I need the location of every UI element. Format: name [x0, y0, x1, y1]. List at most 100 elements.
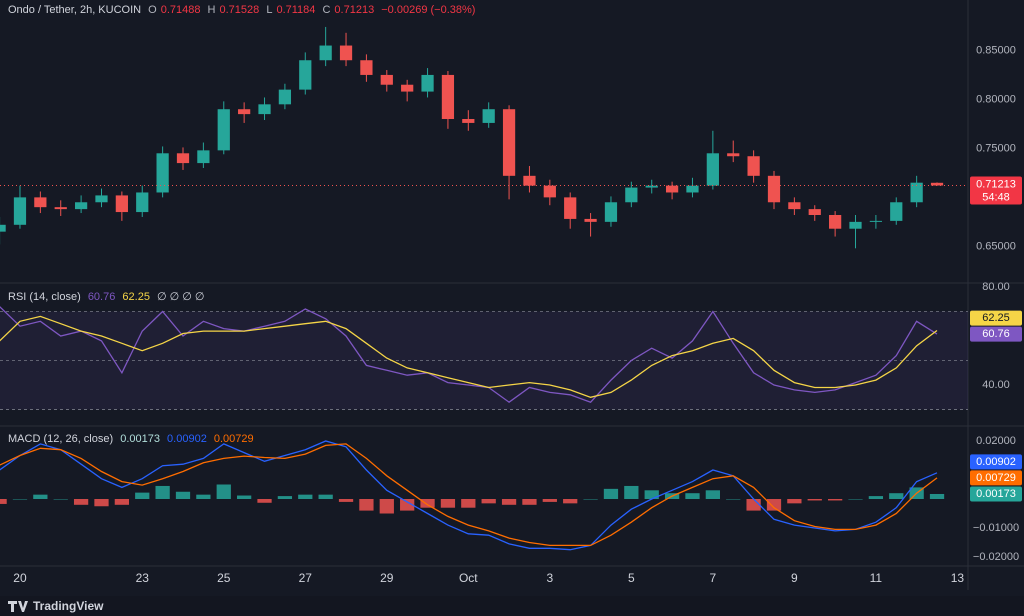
candle-body [115, 195, 128, 213]
histogram-bar [868, 496, 884, 500]
ohlc-label: L [266, 4, 273, 16]
histogram-bar [644, 490, 659, 500]
macd-title: MACD (12, 26, close) [8, 433, 114, 445]
histogram-bar [848, 499, 863, 500]
candle-body [523, 175, 536, 186]
x-tick-label: 7 [710, 571, 717, 585]
y-tick-label: 80.00 [982, 281, 1010, 293]
candle-body [319, 45, 332, 61]
y-tick-label: −0.01000 [973, 522, 1019, 534]
x-tick-label: 20 [13, 571, 27, 585]
candle-body [706, 153, 719, 186]
candle-body [136, 192, 149, 213]
histogram-bar [359, 499, 374, 511]
y-tick-label: −0.02000 [973, 551, 1019, 563]
candle-body [74, 202, 88, 210]
candle-body [930, 182, 944, 186]
histogram-bar [196, 494, 211, 500]
change: −0.00269 (−0.38%) [381, 4, 476, 16]
histogram-bar [33, 494, 48, 500]
branding: TradingView [33, 599, 104, 613]
value-box [970, 326, 1022, 342]
rsi-title: RSI (14, close) [8, 291, 81, 303]
countdown: 54:48 [982, 191, 1010, 203]
histogram-bar [257, 499, 272, 503]
x-tick-label: 13 [951, 571, 965, 585]
histogram-bar [461, 499, 476, 508]
candle-body [829, 215, 842, 229]
candle-body [869, 220, 883, 222]
histogram-bar [624, 485, 639, 500]
rsi-legend: RSI (14, close) 60.76 62.25 ∅ ∅ ∅ ∅ [8, 290, 209, 303]
histogram-bar [379, 499, 394, 514]
candle-body [788, 202, 801, 210]
low-value: 0.71184 [276, 4, 316, 16]
y-tick-label: 0.80000 [976, 93, 1016, 105]
histogram-bar [298, 494, 313, 500]
histogram-bar [481, 499, 496, 504]
histogram-bar [827, 499, 843, 501]
x-tick-label: 5 [628, 571, 635, 585]
x-tick-label: Oct [459, 571, 478, 585]
candle-body [13, 197, 27, 225]
histogram-bar [12, 499, 28, 500]
histogram-bar [155, 485, 170, 500]
histogram-bar [237, 495, 252, 500]
rsi-value: 60.76 [87, 291, 116, 303]
histogram-bar [787, 499, 802, 504]
histogram-bar [216, 484, 231, 500]
rsi-ma-value: 62.25 [122, 291, 150, 303]
histogram-bar [603, 488, 619, 500]
histogram-bar [563, 499, 578, 504]
y-tick-label: 0.02000 [976, 435, 1016, 447]
signal-value: 0.00729 [213, 433, 254, 445]
candle-body [401, 84, 414, 92]
candle-body [278, 89, 292, 105]
candle-body [727, 153, 740, 157]
price-label: 0.71213 [976, 178, 1016, 190]
open-value: 0.71488 [160, 4, 201, 16]
candle-body [95, 195, 108, 203]
candle-body [890, 202, 903, 221]
candle-body [34, 197, 47, 208]
value-box-label: 0.00173 [976, 488, 1016, 500]
candle-body [767, 175, 781, 203]
candle-body [238, 109, 251, 115]
histogram-bar [73, 499, 89, 505]
histogram-bar [0, 499, 7, 504]
x-tick-label: 23 [136, 571, 150, 585]
histogram-bar [685, 493, 700, 500]
value-box [970, 310, 1022, 326]
candle-body [299, 60, 312, 90]
macd-value: 0.00902 [167, 433, 207, 445]
x-tick-label: 25 [217, 571, 231, 585]
y-tick-label: 0.85000 [976, 44, 1016, 56]
series-line [0, 315, 938, 398]
hidden-values: ∅ ∅ ∅ ∅ [157, 291, 205, 303]
candle-body [849, 221, 862, 229]
macd-legend: MACD (12, 26, close) 0.00173 0.00902 0.0… [8, 433, 258, 445]
y-tick-label: 40.00 [982, 379, 1010, 391]
y-tick-label: 0.65000 [976, 240, 1016, 252]
candle-body [502, 109, 516, 176]
histogram-bar [420, 499, 435, 508]
histogram-bar [277, 496, 293, 500]
candle-body [0, 224, 6, 232]
histogram-bar [94, 499, 109, 507]
histogram-bar [400, 499, 415, 511]
series-line [0, 440, 938, 551]
histogram-bar [522, 499, 537, 505]
price-box [970, 176, 1022, 205]
y-tick-label: 0.75000 [976, 142, 1016, 154]
candle-body [625, 187, 638, 203]
series-line [0, 306, 938, 404]
value-box-label: 60.76 [982, 328, 1010, 340]
series-line [0, 443, 938, 547]
value-box [970, 454, 1022, 470]
histogram-bar [889, 493, 904, 500]
value-box-label: 0.00902 [976, 456, 1016, 468]
x-tick-label: 11 [870, 571, 883, 585]
close-value: 0.71213 [334, 4, 375, 16]
